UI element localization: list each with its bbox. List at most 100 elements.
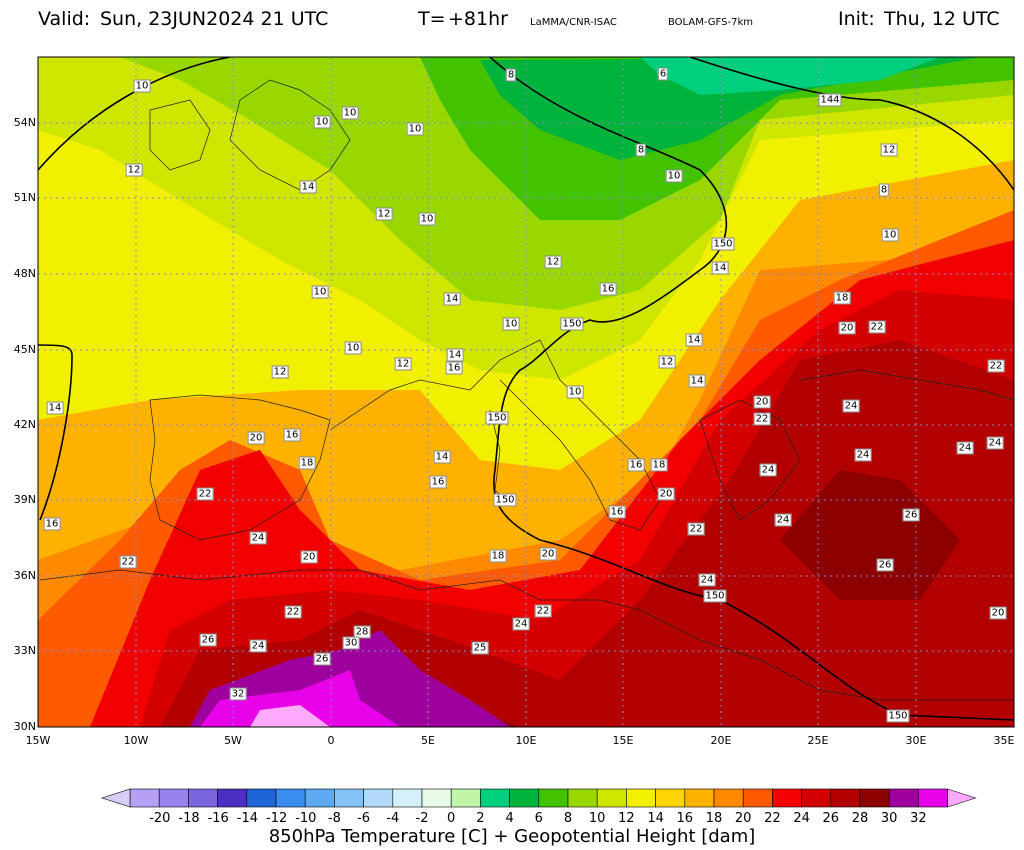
temperature-label: 18 bbox=[833, 291, 851, 305]
lat-tick: 45N bbox=[13, 343, 36, 356]
temperature-label: 18 bbox=[650, 458, 668, 472]
temperature-label: 20 bbox=[753, 395, 771, 409]
forecast-step-value: +81hr bbox=[448, 8, 508, 30]
temperature-label: 24 bbox=[249, 531, 267, 545]
temperature-label: 8 bbox=[878, 183, 890, 197]
temperature-label: 14 bbox=[46, 401, 64, 415]
colorbar-swatch bbox=[158, 788, 189, 808]
temperature-label: 12 bbox=[271, 365, 289, 379]
colorbar-tick-label: 2 bbox=[476, 811, 485, 826]
colorbar-tick-label: 8 bbox=[563, 811, 573, 826]
temperature-label: 12 bbox=[394, 357, 412, 371]
temperature-label: 14 bbox=[443, 292, 461, 306]
temperature-label: 10 bbox=[418, 212, 436, 226]
temperature-label: 24 bbox=[854, 448, 872, 462]
temperature-label: 24 bbox=[512, 617, 530, 631]
band-above-32 bbox=[250, 705, 330, 727]
temperature-label: 14 bbox=[299, 180, 317, 194]
colorbar-tick-label: -12 bbox=[266, 811, 288, 826]
temperature-label: 10 bbox=[133, 79, 151, 93]
height-label: 150 bbox=[485, 411, 509, 425]
temperature-label: 20 bbox=[300, 550, 318, 564]
temperature-map bbox=[37, 56, 1015, 728]
colorbar-swatch bbox=[129, 788, 160, 808]
lon-tick: 20E bbox=[710, 734, 732, 747]
temperature-label: 28 bbox=[353, 625, 371, 639]
height-label: 150 bbox=[703, 589, 727, 603]
temperature-label: 20 bbox=[838, 321, 856, 335]
colorbar-swatch bbox=[246, 788, 277, 808]
lat-tick: 42N bbox=[13, 418, 36, 431]
map-frame bbox=[37, 56, 1015, 728]
colorbar-tick-label: -18 bbox=[178, 811, 200, 826]
temperature-label: 22 bbox=[534, 604, 552, 618]
colorbar-tick-label: -6 bbox=[357, 811, 371, 826]
temperature-label: 20 bbox=[539, 547, 557, 561]
temperature-label: 22 bbox=[868, 320, 886, 334]
temperature-label: 10 bbox=[502, 317, 520, 331]
temperature-label: 26 bbox=[313, 652, 331, 666]
lon-tick: 30E bbox=[905, 734, 927, 747]
forecast-step-label: T= bbox=[418, 8, 446, 30]
credit-text: LaMMA/CNR-ISAC bbox=[530, 17, 617, 28]
band-2-4 bbox=[640, 57, 940, 95]
band-30-32 bbox=[200, 670, 400, 727]
lat-tick: 30N bbox=[13, 720, 36, 733]
colorbar-tick-label: 0 bbox=[447, 811, 456, 826]
temperature-label: 16 bbox=[599, 282, 617, 296]
colorbar-tick-label: 4 bbox=[505, 811, 514, 826]
temperature-label: 26 bbox=[902, 508, 920, 522]
temperature-label: 14 bbox=[446, 348, 464, 362]
coastlines bbox=[39, 79, 1014, 701]
temperature-label: 16 bbox=[627, 458, 645, 472]
temperature-label: 24 bbox=[956, 441, 974, 455]
colorbar-swatch bbox=[684, 788, 715, 808]
colorbar-swatch bbox=[421, 788, 452, 808]
temperature-label: 10 bbox=[311, 285, 329, 299]
lon-tick: 10W bbox=[123, 734, 149, 747]
colorbar-swatch bbox=[450, 788, 481, 808]
temperature-label: 20 bbox=[989, 606, 1007, 620]
colorbar-tick-label: 6 bbox=[534, 811, 543, 826]
lon-tick: 35E bbox=[993, 734, 1015, 747]
temperature-label: 24 bbox=[698, 573, 716, 587]
temperature-label: 12 bbox=[880, 143, 898, 157]
temperature-label: 22 bbox=[196, 487, 214, 501]
temperature-label: 24 bbox=[774, 513, 792, 527]
temperature-label: 12 bbox=[375, 207, 393, 221]
temperature-label: 10 bbox=[341, 106, 359, 120]
colorbar-swatch bbox=[801, 788, 832, 808]
temperature-label: 12 bbox=[125, 163, 143, 177]
height-label: 150 bbox=[560, 317, 584, 331]
lat-tick: 54N bbox=[13, 116, 36, 129]
colorbar-swatch bbox=[275, 788, 306, 808]
colorbar-tick-label: 32 bbox=[910, 811, 927, 826]
lat-tick: 33N bbox=[13, 644, 36, 657]
lon-tick: 10E bbox=[515, 734, 537, 747]
lat-tick: 36N bbox=[13, 569, 36, 582]
temperature-label: 12 bbox=[544, 255, 562, 269]
temperature-label: 32 bbox=[229, 687, 247, 701]
temperature-label: 8 bbox=[635, 143, 647, 157]
colorbar-swatch bbox=[655, 788, 686, 808]
lat-tick: 51N bbox=[13, 191, 36, 204]
lat-tick: 48N bbox=[13, 267, 36, 280]
temperature-label: 22 bbox=[753, 412, 771, 426]
colorbar-swatch bbox=[918, 788, 948, 808]
temperature-label: 6 bbox=[657, 67, 669, 81]
colorbar-swatch bbox=[363, 788, 394, 808]
colorbar-swatch bbox=[538, 788, 569, 808]
temperature-label: 20 bbox=[657, 487, 675, 501]
colorbar-tick-label: 10 bbox=[588, 811, 606, 826]
colorbar-swatch bbox=[480, 788, 510, 808]
band-4-6 bbox=[480, 57, 980, 160]
temperature-label: 10 bbox=[881, 228, 899, 242]
lon-tick: 15E bbox=[612, 734, 634, 747]
temperature-label: 14 bbox=[685, 333, 703, 347]
model-text: BOLAM-GFS-7km bbox=[668, 17, 753, 28]
temperature-label: 18 bbox=[489, 549, 507, 563]
colorbar-tick-label: 14 bbox=[647, 811, 664, 826]
colorbar-tick-label: 22 bbox=[764, 811, 781, 826]
colorbar-high-arrow bbox=[947, 788, 977, 808]
temperature-label: 10 bbox=[406, 122, 424, 136]
